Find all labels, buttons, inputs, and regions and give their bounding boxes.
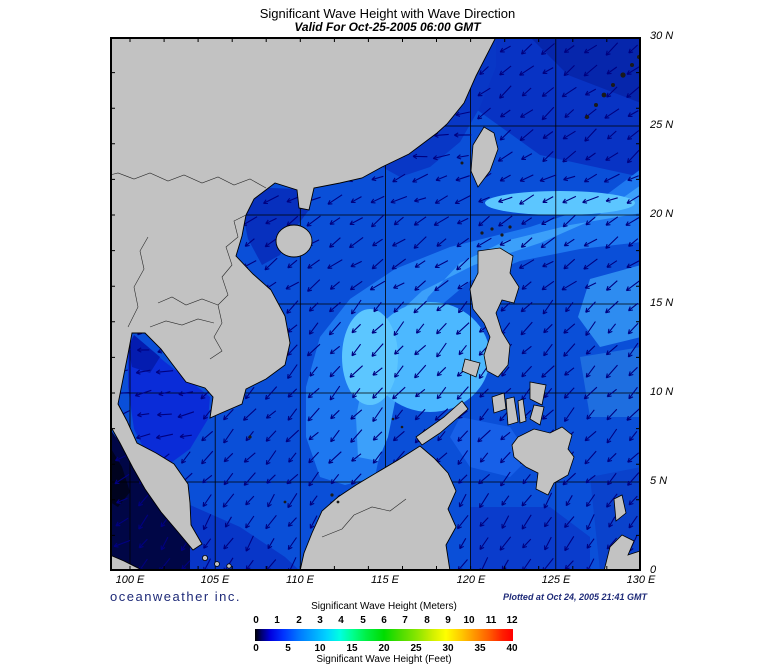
lat-tick-label: 25 N bbox=[650, 119, 674, 131]
legend-meters-tick: 3 bbox=[317, 615, 323, 626]
legend-feet-tick: 15 bbox=[346, 643, 358, 654]
lat-tick-label: 5 N bbox=[650, 475, 668, 487]
wave-map bbox=[110, 37, 641, 571]
valid-time-subtitle: Valid For Oct-25-2005 06:00 GMT bbox=[294, 20, 481, 34]
legend-feet-tick: 5 bbox=[285, 643, 291, 654]
lat-tick-label: 0 bbox=[650, 564, 657, 576]
legend-feet-title: Significant Wave Height (Feet) bbox=[316, 654, 452, 665]
landmasses bbox=[110, 37, 641, 571]
ryukyu-islands bbox=[585, 55, 641, 119]
palawan-island bbox=[415, 400, 469, 446]
legend-meters-tick: 8 bbox=[424, 615, 430, 626]
hainan-island bbox=[275, 224, 313, 258]
legend-feet-tick: 30 bbox=[442, 643, 454, 654]
lon-tick-label: 125 E bbox=[541, 574, 571, 586]
colorbar bbox=[255, 629, 513, 641]
mindoro-island bbox=[461, 358, 481, 378]
legend-meters-tick: 5 bbox=[360, 615, 366, 626]
lon-tick-label: 120 E bbox=[456, 574, 486, 586]
legend-meters-tick: 4 bbox=[338, 615, 344, 626]
halmahera-island bbox=[613, 494, 627, 522]
legend-meters-tick: 0 bbox=[253, 615, 259, 626]
lat-tick-label: 15 N bbox=[650, 297, 674, 309]
country-borders bbox=[110, 172, 407, 538]
frame-tick-marks bbox=[110, 37, 641, 571]
taiwan-island bbox=[470, 126, 499, 188]
legend-feet-tick: 10 bbox=[314, 643, 326, 654]
panay-island bbox=[491, 392, 507, 414]
lat-tick-label: 30 N bbox=[650, 30, 674, 42]
legend-meters-tick: 2 bbox=[296, 615, 302, 626]
legend-meters-tick: 12 bbox=[506, 615, 518, 626]
legend-feet-tick: 25 bbox=[410, 643, 422, 654]
lon-tick-label: 105 E bbox=[200, 574, 230, 586]
legend-meters-title: Significant Wave Height (Meters) bbox=[311, 601, 457, 612]
legend-meters-tick: 6 bbox=[381, 615, 387, 626]
legend-feet-tick: 0 bbox=[253, 643, 259, 654]
leyte-island bbox=[529, 404, 545, 426]
lat-tick-label: 20 N bbox=[650, 208, 674, 220]
legend-feet-tick: 20 bbox=[378, 643, 390, 654]
cebu-island bbox=[517, 398, 527, 424]
legend-meters-tick: 1 bbox=[274, 615, 280, 626]
legend-meters-tick: 10 bbox=[463, 615, 475, 626]
legend-feet-tick: 35 bbox=[474, 643, 486, 654]
lon-tick-label: 110 E bbox=[286, 574, 314, 586]
samar-island bbox=[529, 381, 547, 406]
lon-tick-label: 115 E bbox=[371, 574, 399, 586]
legend-meters-tick: 9 bbox=[445, 615, 451, 626]
sumatra-tip bbox=[110, 554, 145, 571]
lon-tick-label: 100 E bbox=[115, 574, 145, 586]
legend-meters-tick: 7 bbox=[402, 615, 408, 626]
small-islands bbox=[202, 161, 464, 569]
luzon-island bbox=[469, 247, 520, 378]
negros-island bbox=[505, 396, 519, 426]
lat-tick-label: 10 N bbox=[650, 386, 674, 398]
lon-tick-label: 130 E bbox=[626, 574, 656, 586]
oceanweather-logo-text: oceanweather inc. bbox=[110, 589, 242, 604]
babuyan-islands bbox=[480, 225, 512, 237]
legend-meters-tick: 11 bbox=[485, 615, 497, 626]
legend-feet-tick: 40 bbox=[506, 643, 518, 654]
mindanao-island bbox=[511, 426, 575, 496]
page-title: Significant Wave Height with Wave Direct… bbox=[259, 6, 516, 21]
plotted-timestamp: Plotted at Oct 24, 2005 21:41 GMT bbox=[502, 592, 647, 602]
asia-mainland bbox=[110, 37, 497, 551]
map-frame bbox=[110, 37, 641, 571]
